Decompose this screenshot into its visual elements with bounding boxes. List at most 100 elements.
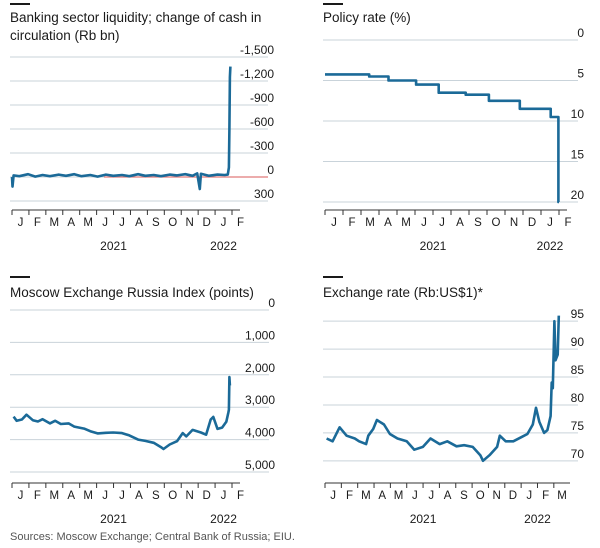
source-note: Sources: Moscow Exchange; Central Bank o… [10, 531, 295, 543]
panel-exchange-rate-month-label: N [492, 490, 500, 502]
panel-liquidity-month-label: D [202, 217, 210, 229]
panel-exchange-rate-y-tick-label: 95 [571, 307, 585, 321]
panel-moex-index-month-label: J [221, 490, 227, 502]
panel-moex-index-y-tick-label: 5,000 [245, 458, 275, 472]
panel-policy-rate-month-label: O [492, 217, 501, 229]
panel-liquidity-y-tick-label: -1,200 [240, 67, 274, 81]
panel-liquidity-month-label: N [186, 217, 194, 229]
panel-exchange-rate-y-tick-labels: 70 75 80 85 90 95 [571, 307, 585, 461]
panel-liquidity-y-tick-label: -600 [250, 115, 274, 129]
panel-moex-index-year-label: 2022 [210, 512, 237, 526]
panel-liquidity-y-tick-label: 300 [254, 187, 274, 201]
panel-moex-index-month-label: A [67, 490, 75, 502]
panel-moex-index-y-tick-label: 0 [268, 296, 275, 310]
panel-moex-index-month-label: J [18, 490, 24, 502]
panel-policy-rate-month-label: S [474, 217, 482, 229]
panel-policy-rate-month-label: A [384, 217, 392, 229]
panel-liquidity-title-line2: circulation (Rb bn) [10, 28, 120, 43]
panel-moex-index-marker [10, 276, 30, 278]
panel-moex-index-month-label: S [152, 490, 160, 502]
panel-exchange-rate-month-label: M [557, 490, 567, 502]
panel-moex-index-y-tick-label: 2,000 [245, 361, 275, 375]
panel-policy-rate-month-label: M [401, 217, 411, 229]
panel-liquidity-marker [10, 3, 30, 5]
panel-exchange-rate-marker [323, 276, 343, 278]
panel-liquidity-y-tick-label: -900 [250, 91, 274, 105]
panel-moex-index-month-label: M [50, 490, 60, 502]
panel-exchange-rate-year-label: 2021 [410, 512, 437, 526]
panel-liquidity-year-label: 2022 [210, 239, 237, 253]
panel-exchange-rate-month-label: M [394, 490, 404, 502]
panel-policy-rate-month-label: J [331, 217, 337, 229]
panel-moex-index-series-line [12, 375, 232, 451]
panel-liquidity-month-label: M [83, 217, 93, 229]
panel-policy-rate-y-tick-labels: 20 15 10 5 0 [571, 26, 585, 202]
panel-policy-rate-month-label: D [528, 217, 536, 229]
panel-exchange-rate-title: Exchange rate (Rb:US$1)* [323, 285, 484, 300]
panel-liquidity-series-line [10, 66, 232, 191]
panel-moex-index-month-label: A [135, 490, 143, 502]
panel-exchange-rate-month-label: J [428, 490, 434, 502]
panel-moex-index: Moscow Exchange Russia Index (points) 5,… [10, 276, 275, 526]
panel-exchange-rate-month-label: A [378, 490, 386, 502]
panel-moex-index-month-label: O [168, 490, 177, 502]
panel-liquidity-month-label: A [135, 217, 143, 229]
panel-policy-rate-month-label: F [348, 217, 355, 229]
panel-exchange-rate-year-label: 2022 [524, 512, 551, 526]
panel-moex-index-title: Moscow Exchange Russia Index (points) [10, 285, 254, 300]
panel-liquidity-month-label: J [221, 217, 227, 229]
panel-exchange-rate-month-label: A [444, 490, 452, 502]
panel-moex-index-month-label: J [119, 490, 125, 502]
panel-moex-index-gridlines [10, 309, 269, 473]
panel-policy-rate-month-label: J [547, 217, 553, 229]
panel-policy-rate-y-tick-label: 15 [571, 148, 585, 162]
panel-policy-rate-month-label: A [456, 217, 464, 229]
panel-moex-index-y-tick-label: 1,000 [245, 328, 275, 342]
panel-liquidity-y-tick-label: -300 [250, 139, 274, 153]
panel-exchange-rate-month-label: J [526, 490, 532, 502]
panel-exchange-rate-y-tick-label: 75 [571, 419, 585, 433]
panel-policy-rate-month-label: M [365, 217, 375, 229]
panel-exchange-rate-month-label: F [542, 490, 549, 502]
panel-exchange-rate-month-label: D [509, 490, 517, 502]
panel-moex-index-month-label: D [202, 490, 210, 502]
panel-exchange-rate-gridlines [323, 320, 578, 462]
panel-liquidity-month-label: S [152, 217, 160, 229]
panel-moex-index-month-label: F [237, 490, 244, 502]
panel-moex-index-month-label: F [34, 490, 41, 502]
panel-policy-rate-month-label: J [439, 217, 445, 229]
panel-liquidity: Banking sector liquidity; change of cash… [10, 3, 274, 253]
panel-liquidity-y-tick-labels: 300 0 -300 -600 -900 -1,200 -1,500 [240, 43, 274, 201]
panel-liquidity-title-line1: Banking sector liquidity; change of cash… [10, 10, 261, 25]
panel-policy-rate-month-label: N [510, 217, 518, 229]
panel-liquidity-month-label: F [34, 217, 41, 229]
panel-liquidity-month-label: A [67, 217, 75, 229]
panel-policy-rate-gridlines [323, 39, 578, 203]
panel-liquidity-month-label: J [102, 217, 108, 229]
panel-liquidity-year-label: 2021 [100, 239, 127, 253]
panel-liquidity-y-tick-label: -1,500 [240, 43, 274, 57]
panel-exchange-rate-series-line [326, 315, 561, 463]
panel-liquidity-month-label: J [119, 217, 125, 229]
panel-policy-rate-y-tick-label: 20 [571, 188, 585, 202]
panel-liquidity-month-label: J [18, 217, 24, 229]
panel-policy-rate-y-tick-label: 0 [577, 26, 584, 40]
panel-exchange-rate-month-label: S [460, 490, 468, 502]
panel-moex-index-y-tick-label: 3,000 [245, 393, 275, 407]
panel-exchange-rate-y-tick-label: 90 [571, 335, 585, 349]
panel-policy-rate-marker [323, 3, 343, 5]
panel-moex-index-month-label: J [102, 490, 108, 502]
panel-moex-index-month-label: N [186, 490, 194, 502]
panel-moex-index-y-tick-label: 4,000 [245, 426, 275, 440]
panel-policy-rate-year-label: 2022 [537, 239, 564, 253]
panel-policy-rate-month-label: J [421, 217, 427, 229]
panel-exchange-rate-y-tick-label: 85 [571, 363, 585, 377]
panel-policy-rate-title: Policy rate (%) [323, 10, 411, 25]
panel-liquidity-month-label: O [168, 217, 177, 229]
panel-exchange-rate-month-label: J [330, 490, 336, 502]
